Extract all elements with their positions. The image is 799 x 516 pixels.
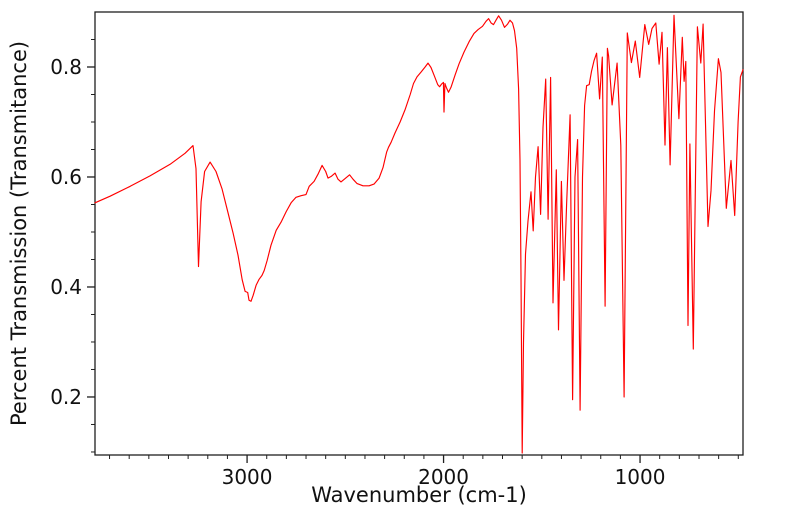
x-axis-label: Wavenumber (cm-1) [311,483,527,507]
y-tick-label: 0.6 [50,165,82,189]
y-axis-label: Percent Transmission (Transmitance) [7,40,31,427]
x-tick-label: 3000 [222,465,273,489]
y-tick-label: 0.8 [50,55,82,79]
plot-frame [94,11,744,456]
x-tick-label: 1000 [615,465,666,489]
spectrum-line [94,14,744,454]
x-tick-label: 2000 [418,465,469,489]
y-tick-label: 0.2 [50,385,82,409]
y-tick-label: 0.4 [50,275,82,299]
